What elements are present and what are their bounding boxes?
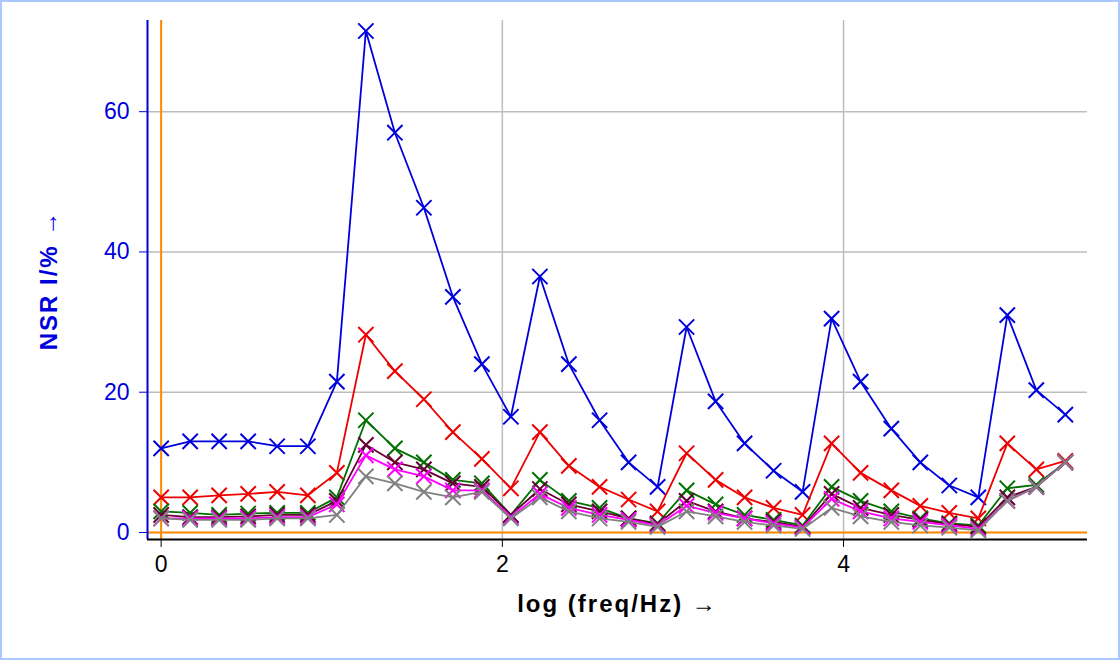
svg-text:log (freq/Hz) →: log (freq/Hz) → (517, 590, 718, 617)
svg-text:4: 4 (837, 551, 850, 577)
svg-text:20: 20 (104, 379, 130, 405)
svg-text:NSR I/% →: NSR I/% → (35, 210, 62, 351)
svg-text:2: 2 (496, 551, 509, 577)
svg-text:60: 60 (104, 98, 130, 124)
svg-text:0: 0 (117, 519, 130, 545)
svg-text:40: 40 (104, 238, 130, 264)
svg-text:0: 0 (155, 551, 168, 577)
